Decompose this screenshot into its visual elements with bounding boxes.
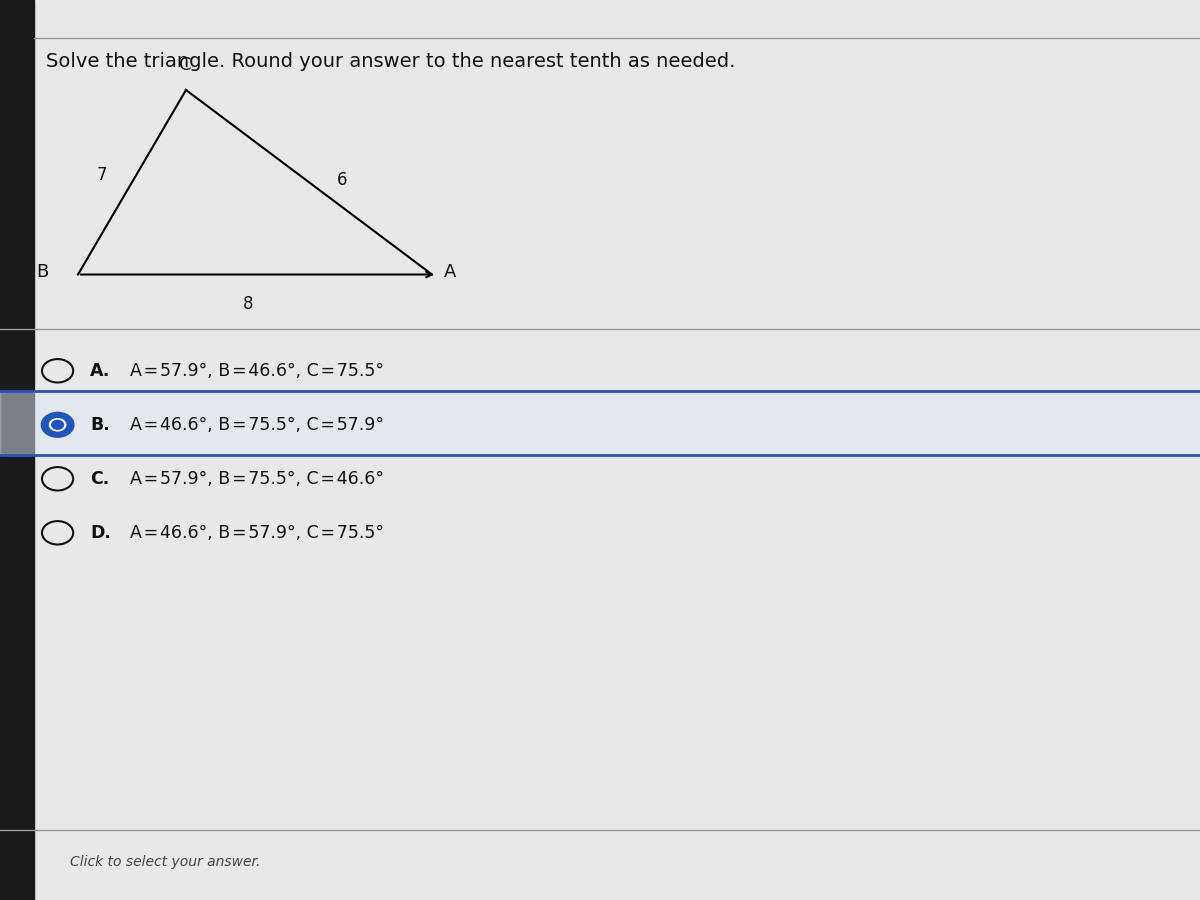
Text: 6: 6 — [337, 171, 347, 189]
Text: C.: C. — [90, 470, 109, 488]
Circle shape — [52, 420, 64, 429]
Circle shape — [42, 413, 73, 436]
Text: Click to select your answer.: Click to select your answer. — [70, 855, 260, 869]
Text: A = 57.9°, B = 75.5°, C = 46.6°: A = 57.9°, B = 75.5°, C = 46.6° — [130, 470, 384, 488]
Text: D.: D. — [90, 524, 110, 542]
Text: B.: B. — [90, 416, 109, 434]
Text: 8: 8 — [244, 295, 253, 313]
Circle shape — [49, 418, 66, 431]
Bar — [0, 0, 34, 900]
Text: A = 46.6°, B = 75.5°, C = 57.9°: A = 46.6°, B = 75.5°, C = 57.9° — [130, 416, 384, 434]
Text: A: A — [444, 263, 456, 281]
Text: A.: A. — [90, 362, 110, 380]
Text: A = 46.6°, B = 57.9°, C = 75.5°: A = 46.6°, B = 57.9°, C = 75.5° — [130, 524, 384, 542]
Text: 7: 7 — [97, 166, 107, 184]
Text: Solve the triangle. Round your answer to the nearest tenth as needed.: Solve the triangle. Round your answer to… — [46, 52, 734, 71]
Text: B: B — [36, 263, 48, 281]
Text: C: C — [179, 56, 191, 74]
Text: A = 57.9°, B = 46.6°, C = 75.5°: A = 57.9°, B = 46.6°, C = 75.5° — [130, 362, 384, 380]
Bar — [0, 391, 1200, 455]
